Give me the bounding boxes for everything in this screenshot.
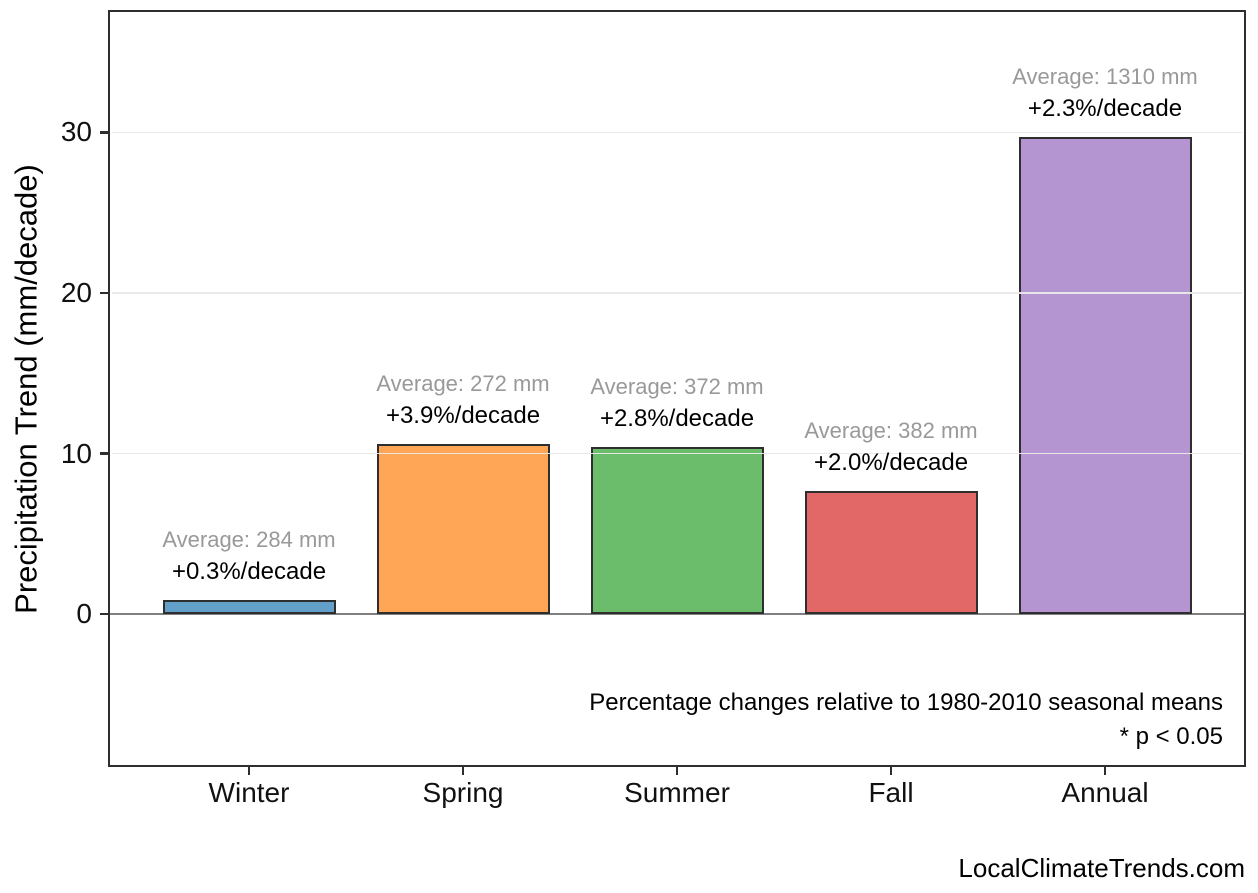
bar-spring	[376, 443, 550, 615]
bar-fall	[804, 491, 978, 615]
bar-label-winter: Average: 284 mm +0.3%/decade	[162, 524, 335, 588]
annotation-line-2: * p < 0.05	[1119, 723, 1223, 750]
bar-average-label-annual: Average: 1310 mm	[1012, 64, 1198, 90]
gridline-y30	[112, 131, 1242, 134]
x-tick-winter	[247, 766, 251, 775]
gridline-y10	[112, 452, 1242, 455]
x-tick-label-annual: Annual	[1061, 777, 1149, 808]
bar-summer	[590, 446, 764, 615]
bar-winter	[162, 600, 336, 615]
y-tick-label-30: 30	[60, 116, 92, 148]
bar-trend-label-winter: +0.3%/decade	[171, 558, 327, 586]
y-tick-0	[100, 612, 110, 616]
bar-trend-label-spring: +3.9%/decade	[385, 401, 541, 429]
bar-label-spring: Average: 272 mm +3.9%/decade	[376, 368, 549, 432]
x-tick-label-fall: Fall	[868, 777, 914, 808]
y-tick-label-20: 20	[60, 276, 92, 308]
x-tick-spring	[461, 766, 465, 775]
bar-average-label-spring: Average: 272 mm	[376, 370, 550, 396]
y-tick-10	[100, 452, 110, 455]
plot-annotation: Percentage changes relative to 1980-2010…	[589, 686, 1223, 754]
zero-baseline	[110, 613, 1244, 616]
bar-average-label-fall: Average: 382 mm	[804, 418, 978, 444]
bar-label-fall: Average: 382 mm +2.0%/decade	[804, 415, 977, 479]
bar-label-summer: Average: 372 mm +2.8%/decade	[590, 371, 763, 435]
gridline-y20	[112, 292, 1242, 294]
bar-average-label-winter: Average: 284 mm	[162, 527, 336, 553]
x-tick-annual	[1103, 766, 1107, 775]
bar-trend-label-fall: +2.0%/decade	[813, 449, 969, 477]
x-tick-label-spring: Spring	[422, 777, 504, 808]
bar-average-label-summer: Average: 372 mm	[590, 373, 764, 399]
y-tick-label-10: 10	[60, 437, 92, 469]
y-tick-30	[100, 131, 110, 134]
x-tick-fall	[889, 766, 893, 775]
bar-trend-label-annual: +2.3%/decade	[1027, 95, 1183, 123]
footer-watermark: LocalClimateTrends.com	[958, 853, 1245, 883]
x-tick-summer	[675, 766, 679, 775]
bar-label-annual: Average: 1310 mm +2.3%/decade	[1012, 61, 1197, 125]
annotation-line-1: Percentage changes relative to 1980-2010…	[589, 689, 1223, 716]
x-tick-label-winter: Winter	[208, 777, 290, 808]
y-tick-label-0: 0	[76, 598, 92, 630]
bar-trend-label-summer: +2.8%/decade	[599, 404, 755, 432]
bar-annual	[1018, 137, 1192, 615]
y-tick-20	[100, 291, 110, 295]
x-tick-label-summer: Summer	[624, 777, 730, 808]
